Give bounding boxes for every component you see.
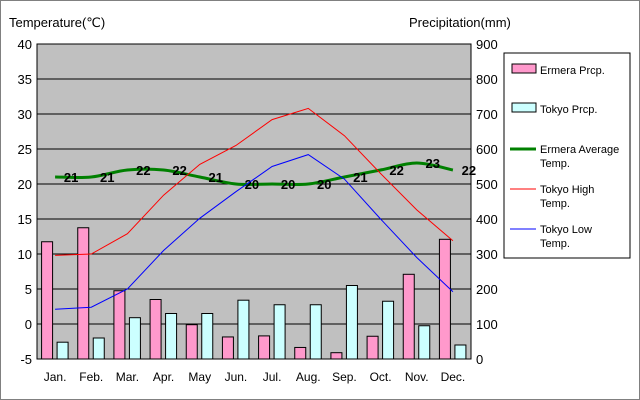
bar-ermera-prcp xyxy=(77,227,90,360)
avg-temp-data-label: 21 xyxy=(100,170,114,185)
left-tick-label: 20 xyxy=(18,177,32,192)
avg-temp-data-label: 21 xyxy=(64,170,78,185)
avg-temp-data-label: 20 xyxy=(281,177,295,192)
bar-ermera-prcp xyxy=(221,336,234,360)
month-label: Mar. xyxy=(116,370,139,384)
right-tick-label: 500 xyxy=(476,177,498,192)
right-tick-label: 300 xyxy=(476,247,498,262)
left-tick-label: 0 xyxy=(25,317,32,332)
bar-tokyo-prcp xyxy=(418,325,431,360)
bar-ermera-prcp xyxy=(366,335,379,360)
bar-ermera-prcp xyxy=(149,299,162,360)
month-label: Jan. xyxy=(44,370,67,384)
bar-tokyo-prcp xyxy=(128,317,141,360)
left-tick-label: 15 xyxy=(18,212,32,227)
avg-temp-data-label: 21 xyxy=(353,170,367,185)
avg-temp-data-label: 22 xyxy=(136,163,150,178)
right-tick-label: 800 xyxy=(476,72,498,87)
bar-ermera-prcp xyxy=(402,273,415,360)
left-tick-label: 30 xyxy=(18,107,32,122)
right-tick-label: 400 xyxy=(476,212,498,227)
left-tick-label: 5 xyxy=(25,282,32,297)
bar-tokyo-prcp xyxy=(309,304,322,360)
bar-ermera-prcp xyxy=(113,290,126,360)
left-tick-label: 35 xyxy=(18,72,32,87)
month-label: Feb. xyxy=(79,370,103,384)
avg-temp-data-label: 22 xyxy=(172,163,186,178)
bar-ermera-prcp xyxy=(41,241,54,360)
legend-swatch-tokyo-prcp xyxy=(511,102,537,113)
month-label: Jul. xyxy=(263,370,282,384)
month-label: Sep. xyxy=(332,370,357,384)
legend-box xyxy=(503,52,631,259)
bar-ermera-prcp xyxy=(438,238,451,360)
line-ermera-average-temp xyxy=(55,161,454,187)
month-label: Dec. xyxy=(441,370,466,384)
line-tokyo-high-temp xyxy=(55,107,454,256)
month-label: May xyxy=(188,370,211,384)
bar-tokyo-prcp xyxy=(237,299,250,360)
bar-ermera-prcp xyxy=(258,335,271,360)
left-axis-title: Temperature(℃) xyxy=(9,15,105,30)
bar-tokyo-prcp xyxy=(454,344,467,360)
bar-tokyo-prcp xyxy=(382,300,395,360)
left-tick-label: 40 xyxy=(18,37,32,52)
right-axis-title: Precipitation(mm) xyxy=(409,15,511,30)
bar-tokyo-prcp xyxy=(201,313,214,360)
plot-background xyxy=(36,43,472,360)
right-tick-label: 600 xyxy=(476,142,498,157)
legend-swatch-ermera-prcp xyxy=(511,63,537,74)
legend-label-tokyo-prcp: Tokyo Prcp. xyxy=(540,104,597,116)
month-label: Oct. xyxy=(370,370,392,384)
month-label: Aug. xyxy=(296,370,321,384)
avg-temp-data-label: 20 xyxy=(245,177,259,192)
left-tick-label: 10 xyxy=(18,247,32,262)
right-tick-label: 200 xyxy=(476,282,498,297)
bar-ermera-prcp xyxy=(185,324,198,360)
bar-tokyo-prcp xyxy=(273,304,286,360)
legend-label-ermera-average-temp: Ermera Average Temp. xyxy=(540,144,619,170)
bar-tokyo-prcp xyxy=(165,313,178,360)
line-tokyo-low-temp xyxy=(55,154,454,310)
avg-temp-data-label: 21 xyxy=(209,170,223,185)
bar-ermera-prcp xyxy=(330,352,343,360)
legend-label-tokyo-low-temp: Tokyo Low Temp. xyxy=(540,224,592,250)
bar-tokyo-prcp xyxy=(92,337,105,360)
avg-temp-data-label: 20 xyxy=(317,177,331,192)
legend: Ermera Prcp. Tokyo Prcp. Ermera Average Tem… xyxy=(503,52,631,259)
month-label: Apr. xyxy=(153,370,174,384)
bar-tokyo-prcp xyxy=(345,285,358,360)
month-label: Nov. xyxy=(405,370,429,384)
right-tick-label: 0 xyxy=(476,352,483,367)
left-tick-label: 25 xyxy=(18,142,32,157)
legend-label-ermera-prcp: Ermera Prcp. xyxy=(540,65,605,77)
right-tick-label: 700 xyxy=(476,107,498,122)
month-label: Jun. xyxy=(225,370,248,384)
right-tick-label: 900 xyxy=(476,37,498,52)
avg-temp-data-label: 23 xyxy=(426,156,440,171)
avg-temp-data-label: 22 xyxy=(389,163,403,178)
legend-label-tokyo-high-temp: Tokyo High Temp. xyxy=(540,184,594,210)
right-tick-label: 100 xyxy=(476,317,498,332)
avg-temp-data-label: 22 xyxy=(462,163,476,178)
left-tick-label: -5 xyxy=(20,352,32,367)
bar-ermera-prcp xyxy=(294,346,307,360)
plot-area: -505101520253035400100200300400500600700… xyxy=(18,37,498,384)
bar-tokyo-prcp xyxy=(56,341,69,360)
